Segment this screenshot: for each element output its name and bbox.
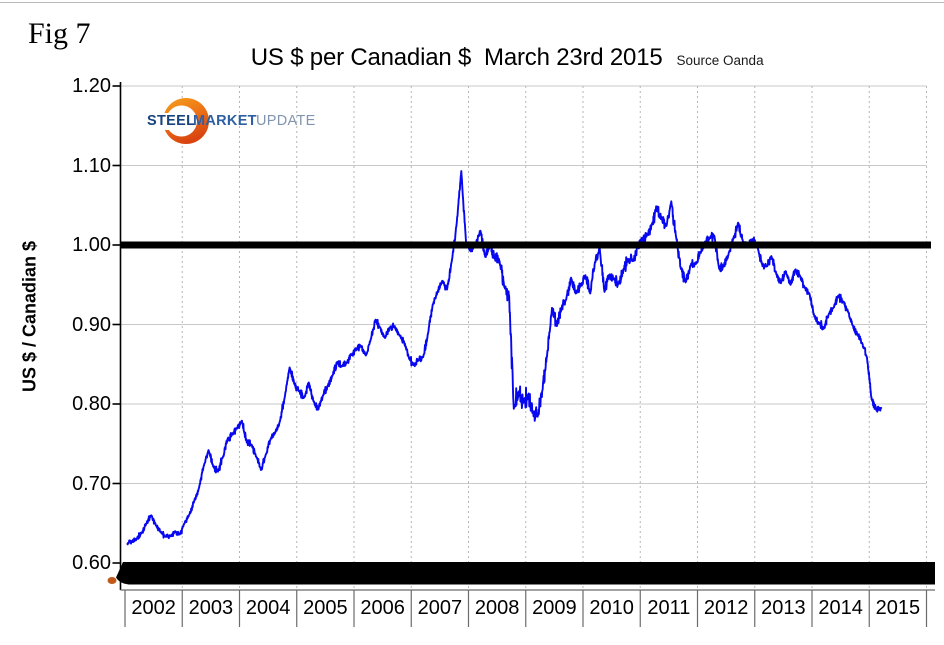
x-year-label: 2013 (761, 597, 806, 619)
x-year-label: 2014 (818, 597, 863, 619)
y-tick-label: 0.90 (72, 313, 111, 336)
bottom-bar (116, 562, 935, 585)
gridlines (120, 85, 927, 590)
x-year-label: 2002 (131, 597, 176, 619)
x-axis-label-band (120, 589, 935, 627)
x-year-label: 2005 (303, 597, 348, 619)
source-label: Source Oanda (676, 53, 764, 68)
y-tick-label: 0.60 (72, 552, 111, 574)
y-tick-label: 1.00 (72, 234, 111, 256)
x-year-label: 2007 (417, 597, 463, 619)
x-year-label: 2010 (589, 597, 634, 619)
x-year-label: 2008 (474, 597, 520, 619)
parity-reference-line (120, 241, 931, 249)
x-year-label: 2012 (703, 597, 749, 619)
logo-text-band (140, 113, 188, 130)
x-year-label: 2015 (875, 597, 921, 619)
x-year-label: 2011 (647, 597, 691, 619)
chart-title: US $ per Canadian $ March 23rd 2015 (250, 44, 663, 71)
x-year-label: 2003 (188, 597, 234, 619)
y-tick-label: 1.10 (72, 154, 111, 177)
y-tick-label: 0.70 (72, 472, 111, 495)
x-year-label: 2006 (360, 597, 405, 619)
title-row: US $ per Canadian $ March 23rd 2015 Sourc… (233, 26, 764, 90)
x-year-label: 2009 (532, 597, 577, 619)
logo-steel-text: STEEL (147, 113, 196, 129)
logo-update-text: UPDATE (256, 113, 316, 129)
y-axis (112, 82, 122, 590)
steel-market-update-logo: STEEL MARKET UPDATE (138, 94, 328, 150)
x-year-label: 2004 (245, 597, 291, 619)
y-tick-label: 0.80 (72, 393, 111, 415)
exchange-rate-line (126, 170, 883, 546)
y-tick-label: 1.20 (72, 75, 111, 97)
page-top-border (0, 2, 944, 3)
figure-label: Fig 7 (28, 17, 91, 50)
bottom-bar-tail (107, 577, 117, 584)
logo-market-text: MARKET (193, 113, 257, 129)
